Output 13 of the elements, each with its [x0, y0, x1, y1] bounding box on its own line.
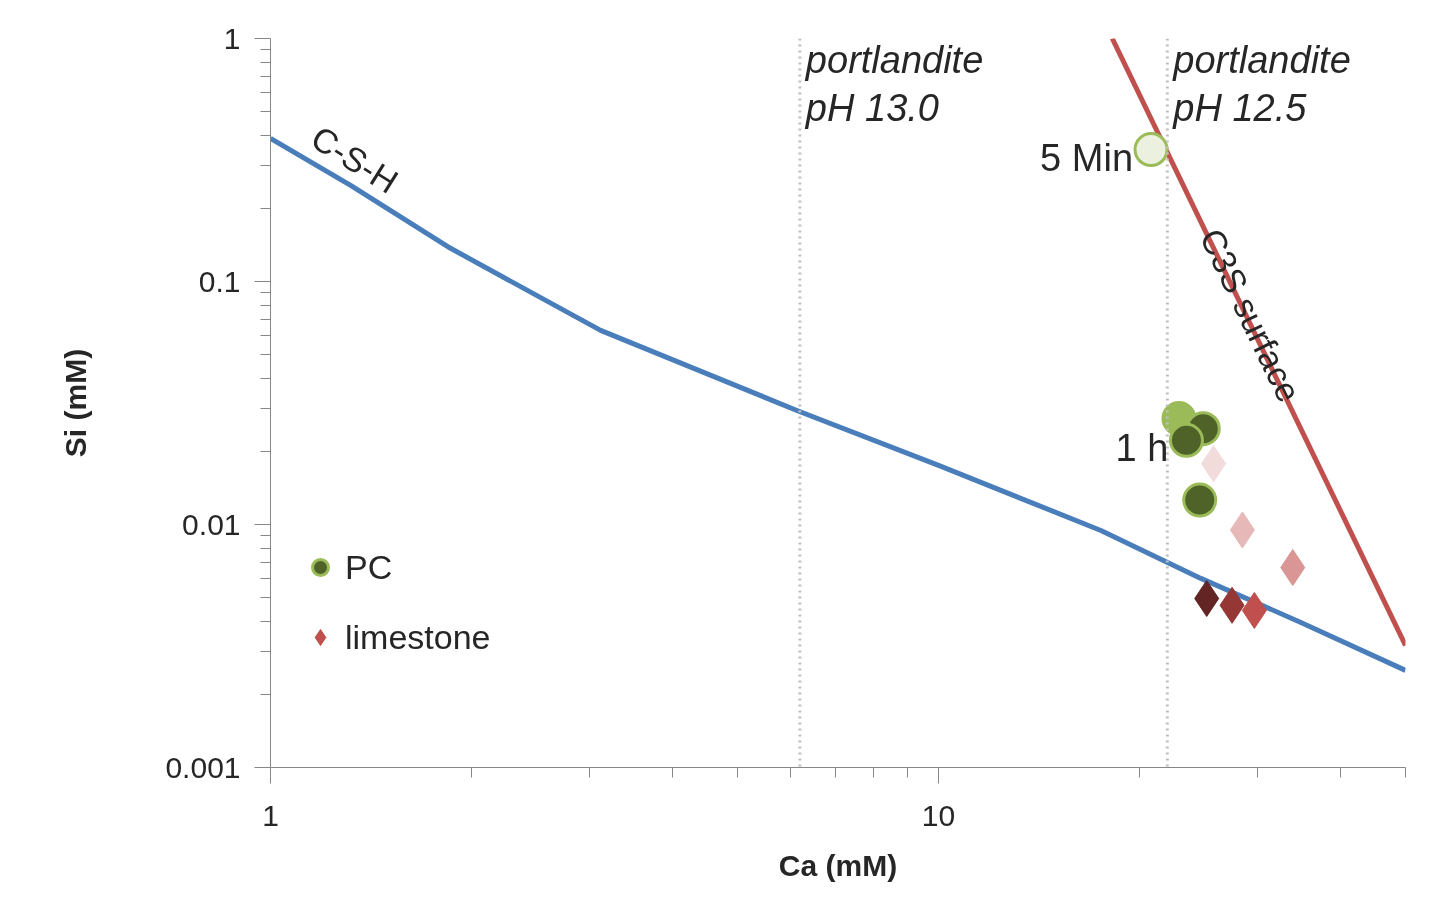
- legend-label: limestone: [345, 617, 491, 657]
- y-axis-title: Si (mM): [59, 348, 93, 458]
- annotation: 5 Min: [1040, 136, 1134, 179]
- y-tick-label: 0.01: [182, 507, 241, 541]
- x-axis-title: Ca (mM): [778, 848, 898, 882]
- annotation: 1 h: [1115, 427, 1169, 470]
- ref-line-label: portlandite pH 13.0: [804, 38, 984, 129]
- ref-line-label: portlandite pH 12.5: [1172, 38, 1351, 129]
- y-tick-label: 1: [223, 21, 241, 55]
- y-tick-label: 0.001: [165, 750, 241, 784]
- y-tick-label: 0.1: [198, 264, 241, 298]
- x-tick-label: 10: [921, 798, 956, 832]
- legend-label: PC: [345, 547, 393, 587]
